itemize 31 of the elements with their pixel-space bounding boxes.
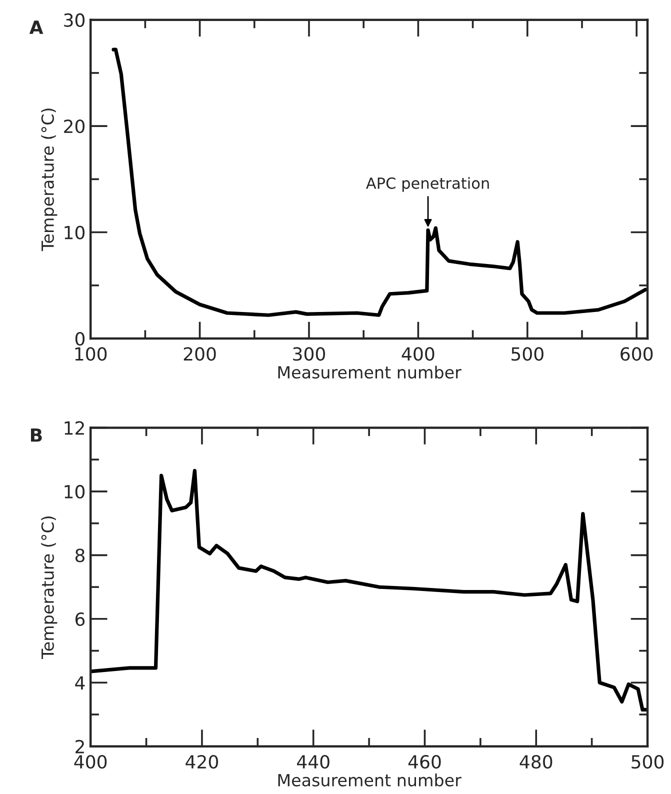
y-tick-label: 12: [64, 421, 84, 435]
y-tick-label: 6: [75, 612, 85, 626]
y-tick-label: 4: [75, 676, 85, 690]
x-tick-label: 440: [297, 755, 330, 769]
annotation: APC penetration: [366, 177, 489, 192]
line-series: [112, 48, 648, 317]
y-tick-label: 10: [64, 484, 85, 499]
line-series: [90, 468, 648, 712]
y-axis-title: Temperature (°C): [41, 516, 58, 660]
y-tick-label: 10: [64, 226, 85, 240]
y-axis-title: Temperature (°C): [41, 108, 58, 252]
chart-title: A: [29, 20, 44, 34]
y-tick-label: 20: [64, 120, 85, 134]
x-tick-label: 600: [620, 347, 653, 361]
y-tick-label: 30: [64, 13, 85, 27]
y-tick-label: 0: [75, 332, 85, 346]
x-tick-label: 500: [512, 347, 544, 361]
x-tick-label: 420: [186, 755, 218, 769]
x-tick-label: 400: [402, 347, 434, 361]
x-tick-label: 300: [293, 347, 326, 361]
x-tick-label: 400: [74, 755, 107, 769]
chart-title: B: [30, 428, 42, 442]
x-tick-label: 480: [520, 755, 552, 769]
x-axis-title: Measurement number: [278, 366, 462, 379]
x-tick-label: 200: [184, 347, 216, 361]
x-tick-label: 100: [75, 347, 107, 361]
x-axis-title: Measurement number: [278, 774, 462, 786]
x-tick-label: 460: [408, 755, 441, 769]
y-tick-label: 8: [75, 548, 84, 562]
x-tick-label: 500: [632, 755, 664, 769]
y-tick-label: 2: [76, 740, 84, 754]
